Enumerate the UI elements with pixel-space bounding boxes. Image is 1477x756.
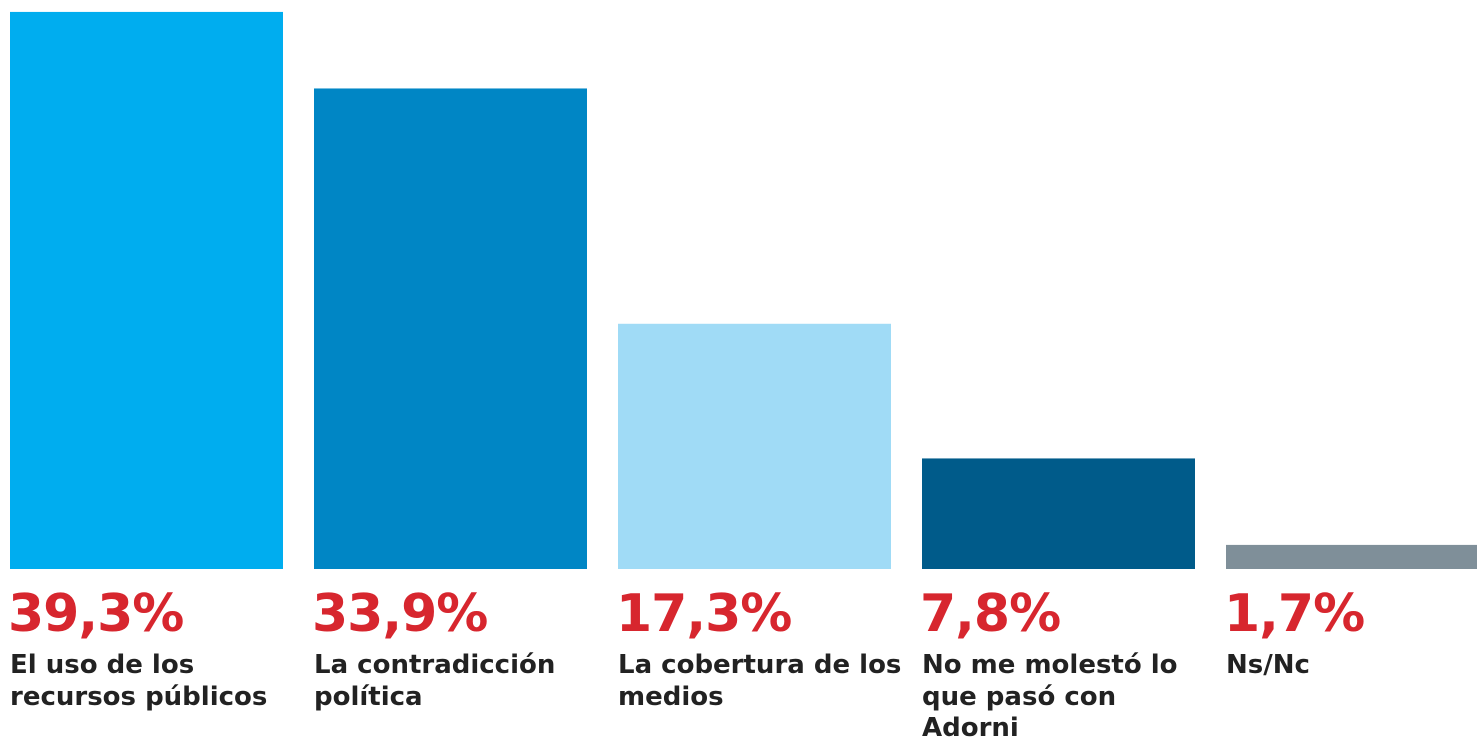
bar <box>618 323 891 569</box>
value-label: 7,8% <box>920 584 1061 644</box>
bar <box>922 458 1195 569</box>
bar <box>314 88 587 569</box>
value-label: 39,3% <box>8 584 184 644</box>
value-label: 17,3% <box>616 584 792 644</box>
category-label: La cobertura de los medios <box>618 650 902 712</box>
value-label: 33,9% <box>312 584 488 644</box>
category-label: La contradicción política <box>314 650 556 712</box>
bar <box>10 11 283 570</box>
bar <box>1226 544 1477 569</box>
category-label: Ns/Nc <box>1226 650 1310 680</box>
value-label: 1,7% <box>1224 584 1365 644</box>
category-label: No me molestó lo que pasó con Adorni <box>922 650 1178 744</box>
category-label: El uso de los recursos públicos <box>10 650 268 712</box>
